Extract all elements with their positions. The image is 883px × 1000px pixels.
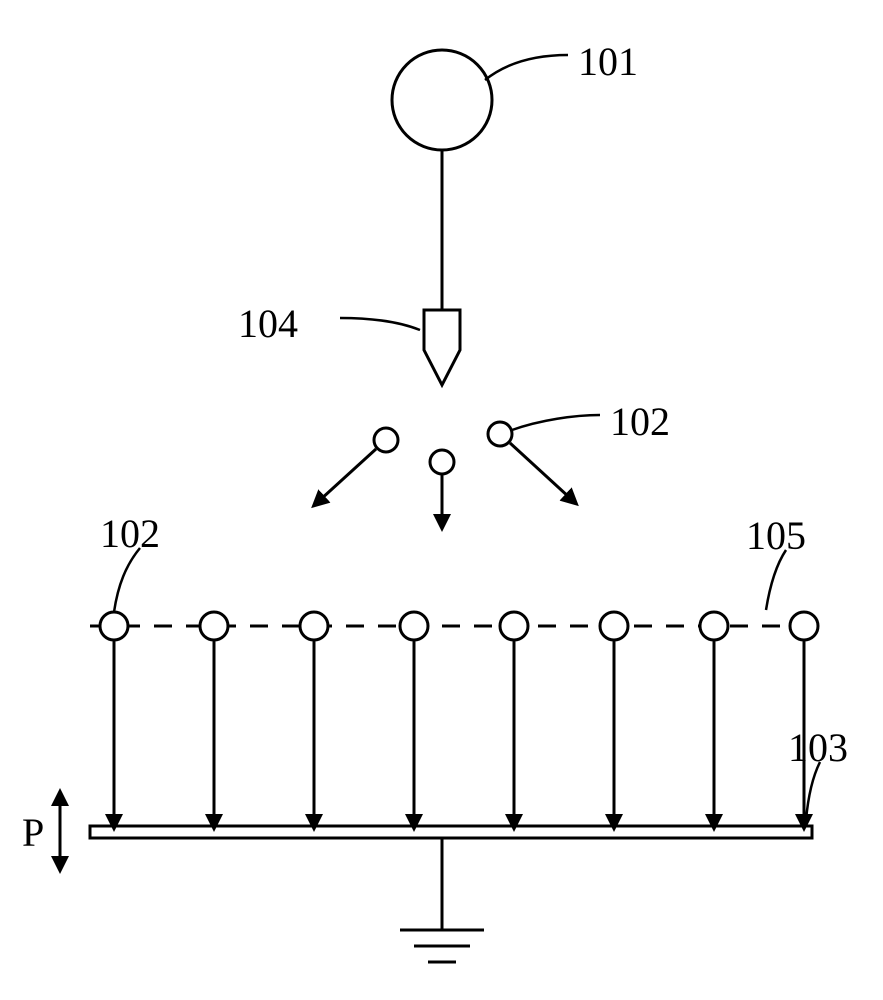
row-particle	[400, 612, 428, 640]
row-particle	[500, 612, 528, 640]
diagram-canvas: 101 104 102 102 105 103 P	[0, 0, 883, 1000]
plate	[90, 826, 812, 838]
row-particle	[700, 612, 728, 640]
spray-arrow	[510, 443, 570, 498]
spray-arrow	[320, 449, 376, 500]
row-particle	[790, 612, 818, 640]
row-particle	[100, 612, 128, 640]
spray-particle	[430, 450, 454, 474]
leader-l102b	[114, 548, 140, 612]
label-102-upper: 102	[610, 398, 670, 445]
leader-l101	[485, 55, 568, 80]
row-particle	[200, 612, 228, 640]
label-102-lower: 102	[100, 510, 160, 557]
row-particle	[600, 612, 628, 640]
label-P: P	[22, 809, 44, 856]
leader-l105	[766, 550, 786, 610]
label-105: 105	[746, 512, 806, 559]
label-104: 104	[238, 300, 298, 347]
emitter-tip	[424, 310, 460, 385]
leader-l102a	[512, 415, 600, 430]
leader-l104	[340, 318, 420, 330]
spray-particle	[374, 428, 398, 452]
label-101: 101	[578, 38, 638, 85]
diagram-svg	[0, 0, 883, 1000]
spray-particle	[488, 422, 512, 446]
row-particle	[300, 612, 328, 640]
source-circle	[392, 50, 492, 150]
label-103: 103	[788, 724, 848, 771]
